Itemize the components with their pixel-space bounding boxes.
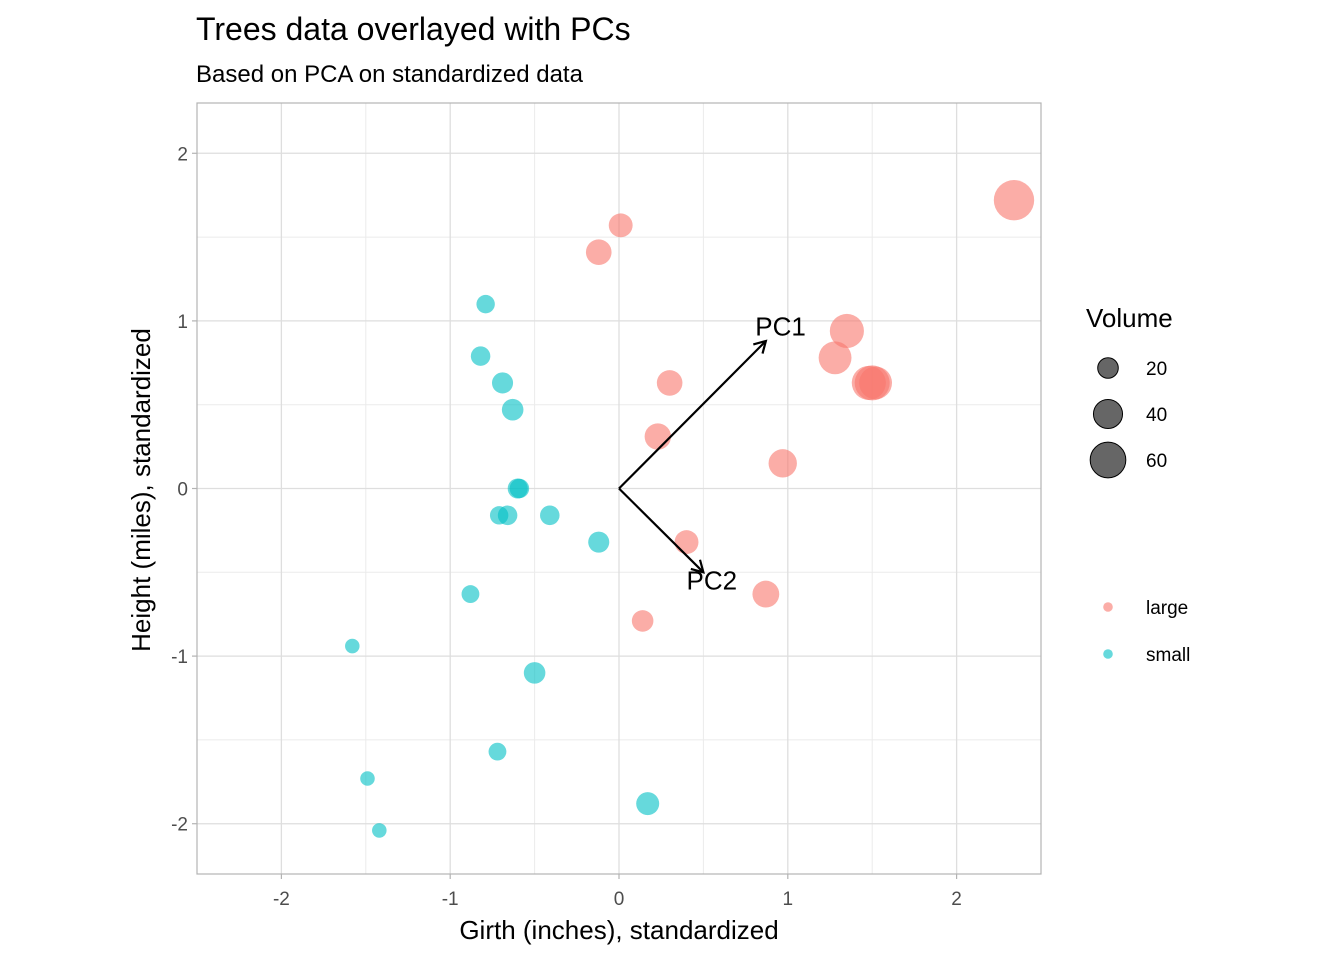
data-point-large [644,423,672,450]
data-point-large [768,449,797,478]
arrow-head-pc1 [753,339,768,354]
volume-legend: Volume 20 40 60 [1086,303,1173,479]
group-legend-label: small [1146,645,1190,666]
data-point-large [656,370,683,396]
group-legend-key [1103,649,1113,659]
y-tick-label: 1 [177,312,188,333]
data-point-large [829,313,864,349]
arrow-shaft-pc1 [618,340,767,490]
volume-legend-label: 40 [1146,405,1167,426]
data-point-small [476,294,495,314]
data-point-small [501,398,524,421]
data-point-small [588,531,610,553]
x-axis-ticks: -2 -1 0 1 2 [273,874,962,910]
data-point-large [818,341,852,375]
data-point-large [993,180,1035,221]
data-point-small [345,638,360,654]
data-point-small [491,372,514,394]
x-axis-label: Girth (inches), standardized [459,915,778,945]
data-point-large [608,213,633,238]
arrow-label-pc2: PC2 [687,566,738,596]
y-tick-label: 0 [177,480,188,501]
volume-legend-label: 60 [1146,451,1167,472]
data-point-small [497,505,518,526]
group-legend: large small [1103,598,1190,666]
data-point-small [523,662,546,684]
data-point-large [674,530,699,555]
data-point-small [509,478,530,499]
arrow-shaft-pc2 [618,487,705,574]
y-axis-ticks: -2 -1 0 1 2 [171,144,197,836]
data-point-large [585,239,612,265]
data-point-small [360,771,375,786]
volume-legend-title: Volume [1086,303,1173,333]
data-point-small [636,792,660,816]
data-point-small [540,505,560,526]
data-point-large [859,366,893,400]
x-tick-label: 2 [951,889,962,910]
pc-arrows: PC1 PC2 [618,311,806,596]
volume-legend-key [1092,398,1124,430]
data-point-large [752,580,780,608]
x-tick-label: -1 [442,889,459,910]
y-tick-label: -1 [171,647,188,668]
arrow-label-pc1: PC1 [755,311,806,341]
data-point-large [631,610,654,632]
volume-legend-key [1089,441,1127,479]
x-tick-label: 1 [783,889,794,910]
data-point-small [488,742,507,761]
y-tick-label: -2 [171,815,188,836]
arrow-head-pc2 [690,559,705,574]
y-axis-label: Height (miles), standardized [126,328,156,652]
plot-panel: PC1 PC2 [196,102,1042,875]
group-legend-label: large [1146,598,1188,619]
volume-legend-key [1097,357,1119,379]
chart-title: Trees data overlayed with PCs [196,11,631,47]
data-point-small [461,585,480,604]
chart-subtitle: Based on PCA on standardized data [196,61,584,88]
group-legend-key [1103,602,1113,612]
y-tick-label: 2 [177,144,188,165]
x-tick-label: -2 [273,889,290,910]
data-point-small [372,823,387,838]
x-tick-label: 0 [614,889,625,910]
volume-legend-label: 20 [1146,359,1167,380]
data-point-small [470,346,491,366]
